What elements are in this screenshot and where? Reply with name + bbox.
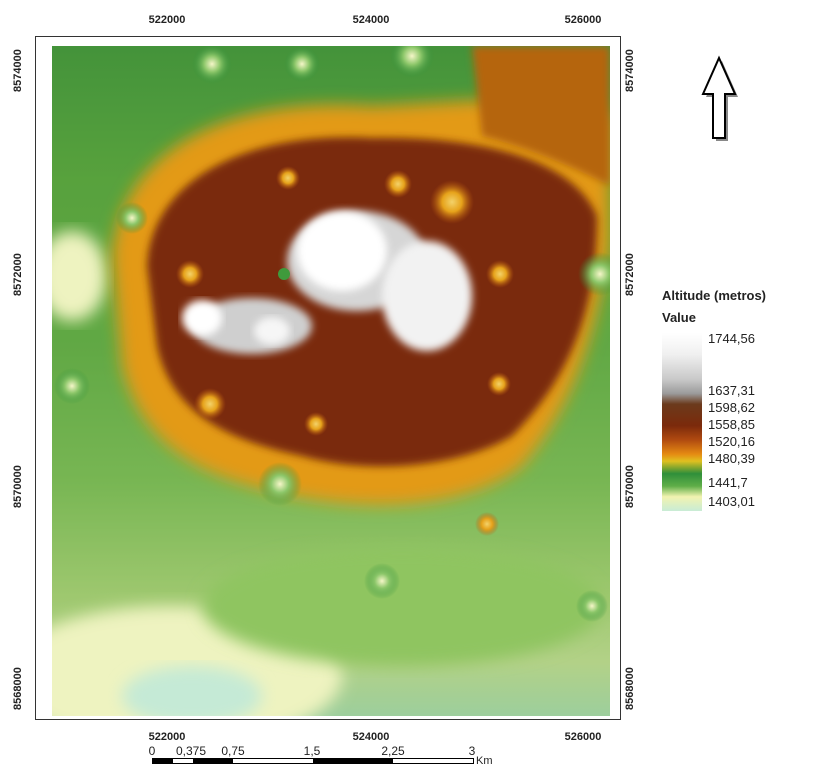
scale-unit: Km [476,755,493,767]
northeast-slope [472,46,610,186]
summit-core [297,211,387,291]
scale-bar [152,758,474,764]
scale-label: 0,75 [221,744,245,758]
summit-mid-peak [254,317,290,345]
peak-spot [176,260,204,288]
scale-segment [153,759,173,763]
y-tick-left: 8572000 [12,253,24,296]
scale-label: 0 [148,744,156,758]
y-tick-right: 8574000 [624,49,636,92]
scale-label: 2,25 [381,744,405,758]
x-tick-top: 526000 [564,14,602,26]
lowest-patch [122,666,262,716]
y-tick-right: 8570000 [624,465,636,508]
altitude-surface [52,46,610,716]
legend-label: 1480,39 [708,451,755,466]
low-spot [578,252,610,296]
low-spot [364,563,400,599]
summit-east [382,241,472,351]
peak-spot [487,372,511,396]
y-tick-left: 8574000 [12,49,24,92]
peak-spot [430,180,474,224]
summit-west-peak [182,300,222,336]
legend-label: 1744,56 [708,331,755,346]
peak-spot [384,170,412,198]
legend-label: 1637,31 [708,383,755,398]
scale-segment [313,759,393,763]
peak-spot [475,512,499,536]
y-tick-left: 8570000 [12,465,24,508]
x-tick-top: 524000 [352,14,390,26]
scale-label: 1,5 [303,744,321,758]
x-tick-top: 522000 [148,14,186,26]
scale-label: 3 [468,744,476,758]
low-spot [54,368,90,404]
legend-label: 1598,62 [708,400,755,415]
legend-label: 1403,01 [708,494,755,509]
x-tick-bottom: 524000 [352,731,390,743]
y-tick-right: 8572000 [624,253,636,296]
altitude-raster [52,46,610,716]
low-spot [192,46,232,84]
legend-label: 1520,16 [708,434,755,449]
x-tick-bottom: 526000 [564,731,602,743]
low-spot [116,202,148,234]
legend-label: 1558,85 [708,417,755,432]
legend-subtitle: Value [662,310,696,325]
north-arrow-icon [701,55,738,141]
x-tick-bottom: 522000 [148,731,186,743]
y-tick-left: 8568000 [12,667,24,710]
low-spot [258,462,302,506]
low-spot [278,268,290,280]
peak-spot [194,388,226,420]
scale-label: 0,375 [175,744,207,758]
legend-color-ramp [662,333,702,511]
legend-label: 1441,7 [708,475,748,490]
peak-spot [276,166,300,190]
lowland-patch-west [52,231,107,321]
legend-title: Altitude (metros) [662,288,766,303]
scale-segment [193,759,233,763]
low-spot [576,590,608,622]
y-tick-right: 8568000 [624,667,636,710]
low-spot [284,46,320,82]
peak-spot [304,412,328,436]
low-spot [390,46,434,78]
peak-spot [486,260,514,288]
lowland-patch-south [202,546,602,666]
